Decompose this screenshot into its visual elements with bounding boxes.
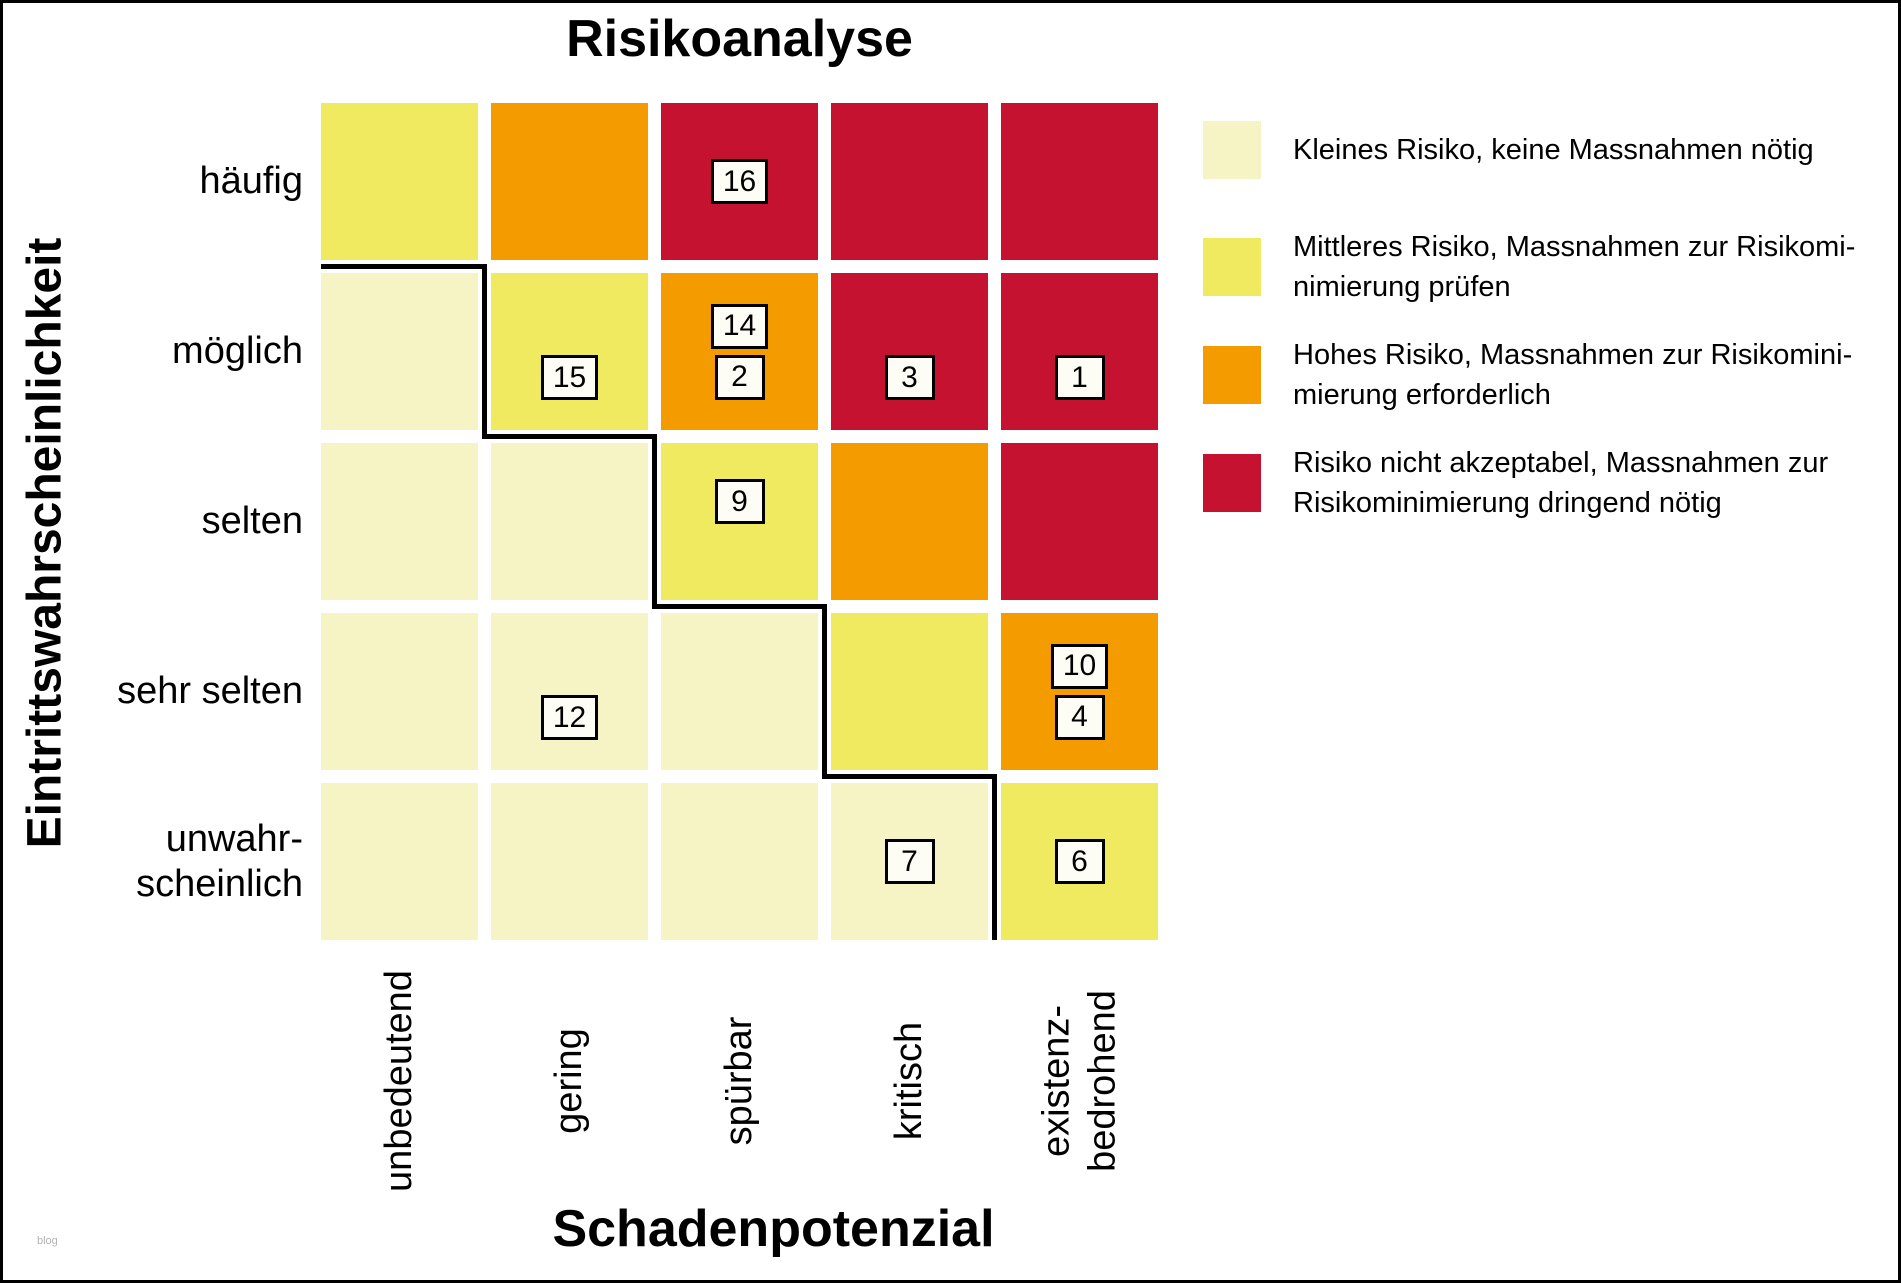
column-label-text-unbedeutend: unbedeutend — [377, 970, 420, 1192]
risk-item-marker-9: 9 — [714, 479, 765, 524]
row-label-unwahr-: unwahr- scheinlich — [136, 817, 303, 905]
risk-item-marker-1: 1 — [1054, 355, 1105, 400]
matrix-cell-sehr selten-kritisch — [831, 613, 988, 770]
legend: Kleines Risiko, keine Massnahmen nötig Mi… — [1203, 121, 1895, 551]
risk-item-marker-6: 6 — [1054, 839, 1105, 884]
row-label-sehr selten: sehr selten — [117, 670, 303, 713]
matrix-cell-häufig-kritisch — [831, 103, 988, 260]
matrix-cell-unwahr--existenz-: 6 — [1001, 783, 1158, 940]
matrix-cell-sehr selten-unbedeutend — [321, 613, 478, 770]
row-labels: häufig möglich selten sehr selten unwahr- sc… — [3, 103, 303, 940]
matrix-cell-unwahr--kritisch: 7 — [831, 783, 988, 940]
matrix-cell-häufig-unbedeutend — [321, 103, 478, 260]
legend-swatch-critical — [1203, 454, 1261, 512]
risk-item-marker-16: 16 — [710, 159, 769, 204]
risk-item-marker-3: 3 — [884, 355, 935, 400]
risk-item-marker-4: 4 — [1054, 694, 1105, 740]
row-label-möglich: möglich — [172, 330, 303, 373]
column-label-unbedeutend: unbedeutend — [321, 955, 478, 1207]
matrix-cell-selten-kritisch — [831, 443, 988, 600]
x-axis-label: Schadenpotenzial — [552, 1200, 995, 1258]
matrix-cell-selten-existenz- — [1001, 443, 1158, 600]
matrix-cell-selten-spürbar: 9 — [661, 443, 818, 600]
risk-item-marker-2: 2 — [714, 354, 765, 400]
matrix-cell-sehr selten-spürbar — [661, 613, 818, 770]
row-label-häufig: häufig — [199, 160, 303, 203]
legend-item-medium: Mittleres Risiko, Massnahmen zur Risikom… — [1203, 227, 1895, 307]
risk-matrix: 16 15 14 2 3 1 9 12 10 4 7 6 — [321, 103, 1158, 940]
risk-item-marker-7: 7 — [884, 839, 935, 884]
legend-swatch-high — [1203, 346, 1261, 404]
column-label-text-existenz-: existenz- bedrohend — [1034, 990, 1123, 1172]
risk-item-marker-12: 12 — [540, 695, 599, 740]
matrix-cell-häufig-gering — [491, 103, 648, 260]
legend-label-high: Hohes Risiko, Massnahmen zur Risikomini-… — [1293, 339, 1853, 411]
column-labels: unbedeutend gering spürbar kritisch existenz… — [321, 955, 1158, 1207]
column-label-gering: gering — [491, 955, 648, 1207]
legend-label-low: Kleines Risiko, keine Massnahmen nötig — [1293, 134, 1814, 166]
legend-swatch-medium — [1203, 238, 1261, 296]
matrix-cell-möglich-spürbar: 14 2 — [661, 273, 818, 430]
legend-item-high: Hohes Risiko, Massnahmen zur Risikomini-… — [1203, 335, 1895, 415]
legend-swatch-low — [1203, 121, 1261, 179]
risk-item-marker-14: 14 — [710, 303, 769, 349]
matrix-cell-möglich-unbedeutend — [321, 273, 478, 430]
matrix-cell-selten-gering — [491, 443, 648, 600]
legend-label-medium: Mittleres Risiko, Massnahmen zur Risikom… — [1293, 231, 1856, 303]
matrix-cell-sehr selten-existenz-: 10 4 — [1001, 613, 1158, 770]
matrix-cell-unwahr--gering — [491, 783, 648, 940]
matrix-cell-sehr selten-gering: 12 — [491, 613, 648, 770]
legend-label-critical: Risiko nicht akzeptabel, Massnahmen zur … — [1293, 447, 1829, 519]
matrix-cell-möglich-existenz-: 1 — [1001, 273, 1158, 430]
matrix-cell-selten-unbedeutend — [321, 443, 478, 600]
matrix-cell-unwahr--spürbar — [661, 783, 818, 940]
matrix-cell-unwahr--unbedeutend — [321, 783, 478, 940]
legend-item-low: Kleines Risiko, keine Massnahmen nötig — [1203, 121, 1895, 179]
matrix-cell-möglich-gering: 15 — [491, 273, 648, 430]
watermark-text: blog — [37, 1235, 58, 1247]
legend-item-critical: Risiko nicht akzeptabel, Massnahmen zur … — [1203, 443, 1895, 523]
matrix-cell-möglich-kritisch: 3 — [831, 273, 988, 430]
risk-item-marker-10: 10 — [1050, 643, 1109, 689]
column-label-kritisch: kritisch — [831, 955, 988, 1207]
column-label-text-gering: gering — [547, 1028, 590, 1134]
risk-item-marker-15: 15 — [540, 355, 599, 400]
column-label-text-kritisch: kritisch — [887, 1021, 930, 1141]
chart-title: Risikoanalyse — [566, 10, 913, 68]
row-label-selten: selten — [201, 500, 303, 543]
matrix-cell-häufig-existenz- — [1001, 103, 1158, 260]
column-label-text-spürbar: spürbar — [717, 1016, 760, 1146]
matrix-cell-häufig-spürbar: 16 — [661, 103, 818, 260]
column-label-spürbar: spürbar — [661, 955, 818, 1207]
column-label-existenz-: existenz- bedrohend — [1001, 955, 1158, 1207]
